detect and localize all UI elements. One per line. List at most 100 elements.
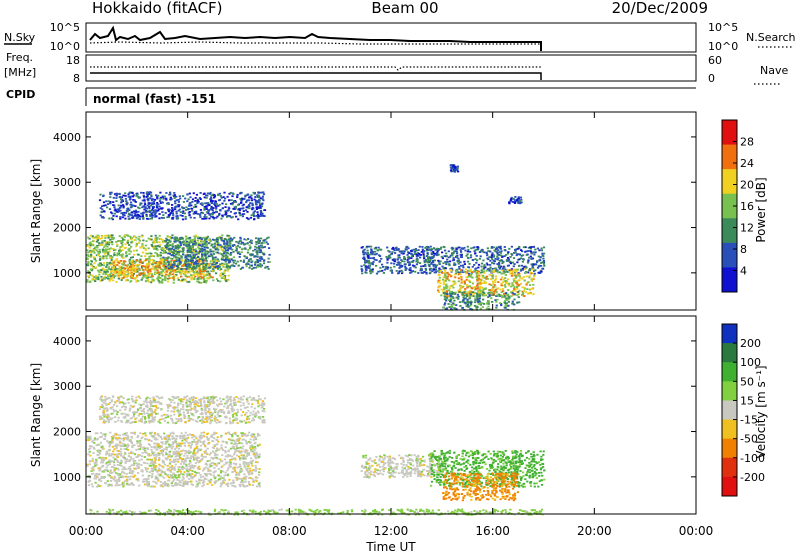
power-echo-cell xyxy=(442,290,445,293)
power-echo-cell xyxy=(152,202,156,205)
power-echo-cell xyxy=(225,212,228,214)
power-echo-cell xyxy=(107,200,110,203)
vel-echo-cell xyxy=(202,479,205,482)
power-echo-cell xyxy=(374,247,377,250)
power-echo-cell xyxy=(511,290,514,292)
power-echo-cell xyxy=(447,295,450,298)
power-echo-cell xyxy=(418,252,421,255)
power-echo-cell xyxy=(185,265,188,267)
power-echo-cell xyxy=(87,270,90,273)
power-echo-cell xyxy=(126,273,129,276)
power-echo-cell xyxy=(142,247,145,249)
power-echo-cell xyxy=(122,238,125,241)
power-echo-cell xyxy=(413,251,416,253)
power-echo-cell xyxy=(197,245,200,248)
power-echo-cell xyxy=(530,252,533,255)
vel-echo-cell xyxy=(198,439,201,442)
power-echo-cell xyxy=(539,272,542,274)
power-echo-cell xyxy=(475,261,478,264)
power-echo-cell xyxy=(182,207,186,209)
power-echo-cell xyxy=(371,270,374,273)
power-echo-cell xyxy=(364,265,367,268)
power-echo-cell xyxy=(184,278,187,281)
power-echo-cell xyxy=(235,215,238,218)
power-echo-cell xyxy=(364,261,367,264)
power-echo-cell xyxy=(424,264,427,266)
power-echo-cell xyxy=(110,236,113,239)
power-echo-cell xyxy=(458,271,461,274)
power-echo-cell xyxy=(147,237,150,240)
power-echo-cell xyxy=(143,259,146,262)
vel-echo-cell xyxy=(200,453,204,456)
power-echo-cell xyxy=(130,238,133,241)
vel-echo-cell xyxy=(173,466,176,469)
power-echo-cell xyxy=(512,284,515,287)
power-echo-cell xyxy=(127,235,130,237)
y-tick-label: 3000 xyxy=(53,176,81,189)
vel-echo-cell xyxy=(220,444,223,447)
power-echo-cell xyxy=(174,247,177,250)
power-echo-cell xyxy=(171,251,174,253)
power-echo-cell xyxy=(171,204,174,206)
power-echo-cell xyxy=(256,213,260,216)
power-echo-cell xyxy=(210,199,213,202)
power-echo-cell xyxy=(232,261,235,264)
power-echo-cell xyxy=(132,273,135,275)
power-echo-cell xyxy=(438,267,441,270)
power-echo-cell xyxy=(171,270,174,273)
power-echo-cell xyxy=(261,195,264,198)
power-echo-cell xyxy=(212,246,215,249)
power-echo-cell xyxy=(491,301,494,303)
vel-echo-cell xyxy=(251,444,254,447)
power-echo-cell xyxy=(102,195,105,198)
power-echo-cell xyxy=(389,256,392,259)
power-echo-cell xyxy=(173,264,176,266)
date-title: 20/Dec/2009 xyxy=(612,0,708,17)
power-echo-cell xyxy=(400,269,403,272)
vel-echo-cell xyxy=(241,479,244,482)
power-echo-cell xyxy=(145,207,148,210)
power-echo-cell xyxy=(136,195,139,198)
power-echo-cell xyxy=(196,239,199,242)
power-echo-cell xyxy=(392,248,395,250)
power-echo-cell xyxy=(98,271,101,273)
power-echo-cell xyxy=(218,214,221,216)
power-echo-cell xyxy=(233,212,236,215)
power-echo-cell xyxy=(483,293,486,296)
power-echo-cell xyxy=(137,268,140,270)
power-echo-cell xyxy=(374,253,377,256)
power-echo-cell xyxy=(443,269,447,272)
vel-echo-cell xyxy=(255,454,258,456)
power-echo-cell xyxy=(532,246,535,248)
power-echo-cell xyxy=(143,205,146,208)
power-echo-cell xyxy=(134,214,137,217)
power-echo-cell xyxy=(151,216,154,218)
power-echo-cell xyxy=(262,239,265,242)
power-echo-cell xyxy=(393,265,396,268)
power-echo-cell xyxy=(509,199,512,202)
power-echo-cell xyxy=(466,304,470,306)
power-echo-cell xyxy=(152,200,156,203)
power-echo-cell xyxy=(138,239,141,242)
power-echo-cell xyxy=(488,293,491,296)
power-echo-cell xyxy=(119,216,122,218)
power-echo-cell xyxy=(141,215,144,218)
power-echo-cell xyxy=(477,291,480,294)
power-echo-cell xyxy=(110,275,113,277)
power-echo-cell xyxy=(155,204,158,206)
power-echo-cell xyxy=(94,266,97,269)
power-echo-cell xyxy=(156,255,159,258)
power-echo-cell xyxy=(186,249,189,252)
power-echo-cell xyxy=(143,208,146,211)
power-echo-cell xyxy=(518,284,521,286)
power-echo-cell xyxy=(175,217,178,220)
power-echo-cell xyxy=(256,261,259,264)
power-echo-cell xyxy=(194,203,197,206)
power-echo-cell xyxy=(439,269,442,272)
power-echo-cell xyxy=(248,267,251,269)
power-echo-cell xyxy=(152,241,155,244)
power-echo-cell xyxy=(398,270,401,273)
power-echo-cell xyxy=(227,274,230,277)
power-echo-cell xyxy=(166,202,169,205)
power-echo-cell xyxy=(126,271,129,273)
